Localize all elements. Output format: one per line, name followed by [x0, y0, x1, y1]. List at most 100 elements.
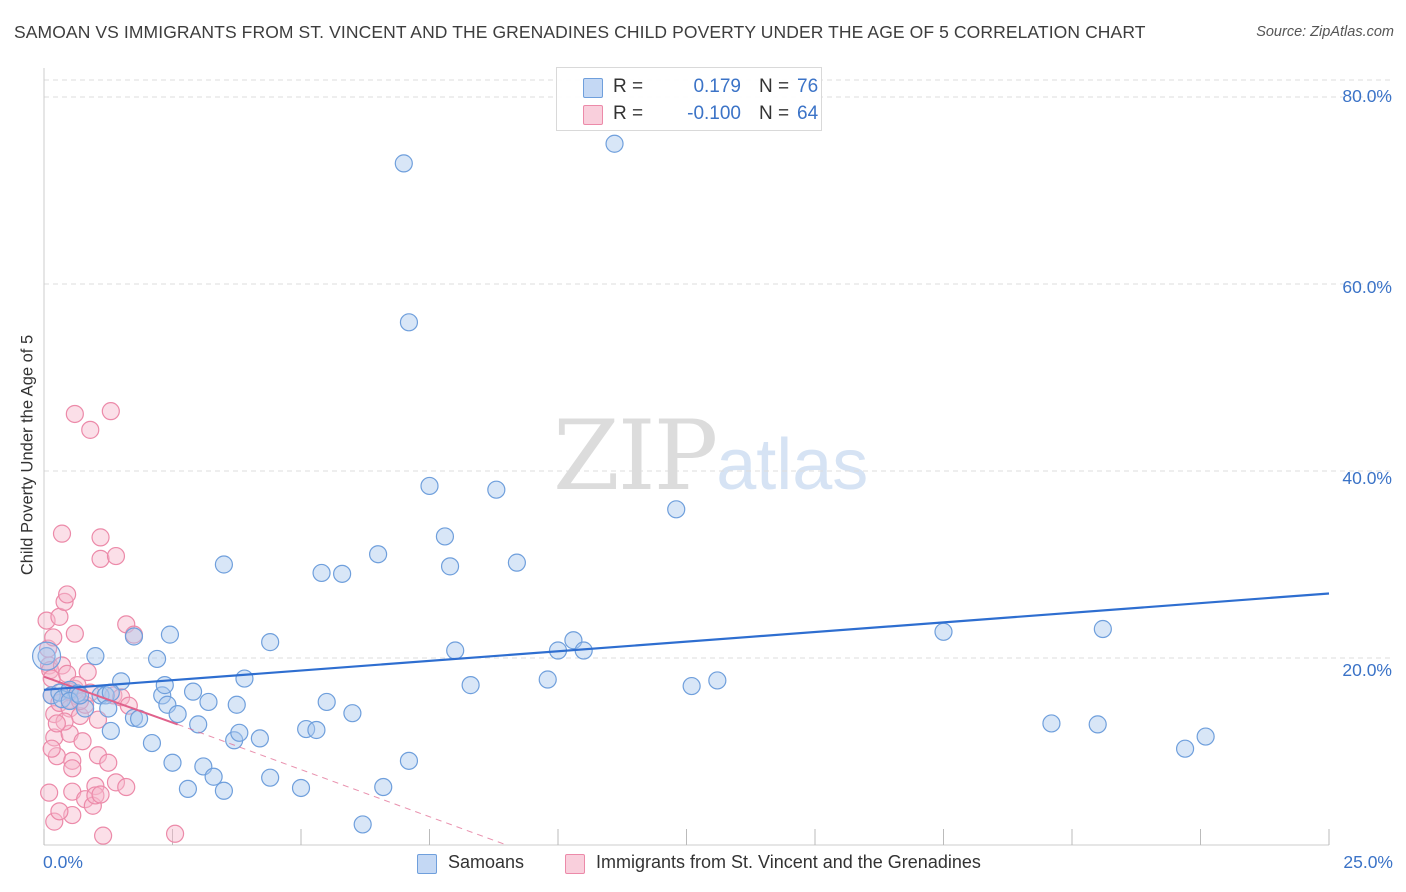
data-point-samoans [261, 768, 280, 787]
data-point-samoans [446, 641, 465, 660]
data-point-samoans [682, 676, 701, 696]
y-tick-label-20: 20.0% [1342, 660, 1392, 680]
data-point-samoans [435, 527, 455, 546]
data-point-samoans [230, 723, 249, 742]
data-point-samoans [1088, 715, 1107, 734]
data-point-samoans [1042, 714, 1061, 733]
legend-swatch-immigrants [583, 105, 603, 125]
trend-line-immigrants [43, 675, 178, 726]
watermark-atlas: atlas [716, 425, 869, 505]
data-point-samoans [158, 695, 177, 714]
y-tick-label-40: 40.0% [1342, 468, 1392, 488]
data-point-samoans [353, 815, 372, 834]
data-point-immigrants [81, 420, 100, 439]
data-point-immigrants [88, 710, 108, 729]
data-point-immigrants [58, 585, 77, 604]
data-point-samoans [934, 622, 953, 641]
data-point-immigrants [73, 732, 92, 751]
data-point-samoans [153, 686, 172, 705]
data-point-samoans [461, 676, 480, 695]
data-point-immigrants [91, 528, 110, 547]
data-point-immigrants [117, 777, 136, 797]
data-point-samoans [507, 553, 526, 572]
data-point-samoans [86, 647, 105, 666]
data-point-immigrants [91, 785, 110, 804]
x-tick-label-max: 25.0% [1343, 852, 1393, 872]
legend-r-label: R = [613, 103, 644, 124]
data-point-samoans [101, 721, 120, 741]
data-point-immigrants [106, 546, 126, 566]
trend-line-immigrants-extended [177, 723, 507, 846]
legend-n-value: 64 [797, 103, 819, 124]
data-point-samoans [124, 627, 144, 646]
data-point-samoans [374, 777, 393, 797]
legend-r-value: -0.100 [687, 103, 741, 124]
data-point-samoans [261, 633, 280, 652]
data-point-samoans [214, 781, 233, 800]
legend-n-label: N = [759, 76, 790, 97]
data-point-samoans [189, 715, 208, 734]
data-point-samoans [487, 480, 506, 499]
data-point-immigrants [45, 812, 64, 831]
grid-lines [44, 79, 1392, 659]
data-point-samoans [227, 695, 246, 714]
chart-title: SAMOAN VS IMMIGRANTS FROM ST. VINCENT AN… [14, 22, 1146, 42]
watermark-zip: ZIP [553, 400, 718, 512]
data-point-samoans [343, 704, 362, 723]
y-tick-label-60: 60.0% [1342, 277, 1392, 297]
data-point-samoans-large [31, 641, 62, 671]
data-point-immigrants [63, 759, 82, 778]
legend-n-label: N = [759, 103, 790, 124]
series-samoans-points [31, 134, 1215, 834]
data-point-samoans [178, 779, 198, 799]
data-point-immigrants [65, 404, 84, 424]
data-point-samoans [163, 753, 182, 772]
data-point-immigrants [106, 773, 126, 792]
data-point-samoans [250, 729, 269, 748]
data-point-samoans [420, 476, 439, 496]
bottom-legend-swatch-samoans [417, 854, 437, 874]
legend-n-value: 76 [797, 76, 819, 97]
data-point-samoans [317, 692, 336, 712]
y-tick-label-80: 80.0% [1342, 86, 1392, 106]
data-point-samoans [291, 778, 311, 798]
trend-lines [43, 592, 1330, 846]
data-point-samoans [708, 671, 727, 690]
data-point-samoans [538, 670, 557, 689]
x-tick-label-min: 0.0% [43, 852, 83, 872]
bottom-legend-label-immigrants: Immigrants from St. Vincent and the Gren… [596, 852, 981, 872]
legend-swatch-samoans [583, 78, 603, 98]
data-point-immigrants [86, 786, 105, 805]
data-point-immigrants [78, 662, 97, 682]
data-point-immigrants [63, 751, 82, 770]
data-point-samoans [155, 676, 174, 695]
data-point-immigrants [50, 802, 69, 821]
data-point-immigrants [40, 783, 59, 802]
data-point-samoans [369, 545, 388, 564]
data-point-samoans [333, 564, 352, 583]
data-point-immigrants [91, 549, 110, 568]
data-point-samoans [168, 704, 187, 724]
legend-r-label: R = [613, 76, 644, 97]
data-point-samoans [183, 682, 203, 701]
bottom-legend-label-samoans: Samoans [448, 852, 525, 872]
data-point-samoans [214, 555, 233, 574]
data-point-samoans [399, 751, 419, 770]
data-point-immigrants [88, 746, 108, 765]
data-point-samoans [60, 691, 79, 711]
data-point-samoans [204, 767, 223, 786]
data-point-immigrants [94, 826, 113, 845]
data-point-immigrants [52, 524, 72, 543]
data-point-samoans [37, 647, 56, 666]
data-point-immigrants [165, 824, 185, 843]
data-point-samoans [142, 733, 162, 753]
watermark: ZIPatlas [553, 400, 868, 512]
data-point-immigrants [47, 714, 66, 733]
data-point-samoans [307, 720, 326, 740]
data-point-immigrants [45, 728, 64, 747]
data-point-samoans [160, 625, 180, 644]
correlation-legend: R = 0.179 N = 76 R = -0.100 N = 64 [556, 67, 822, 131]
data-point-immigrants [44, 628, 63, 647]
legend-r-value: 0.179 [693, 76, 741, 97]
